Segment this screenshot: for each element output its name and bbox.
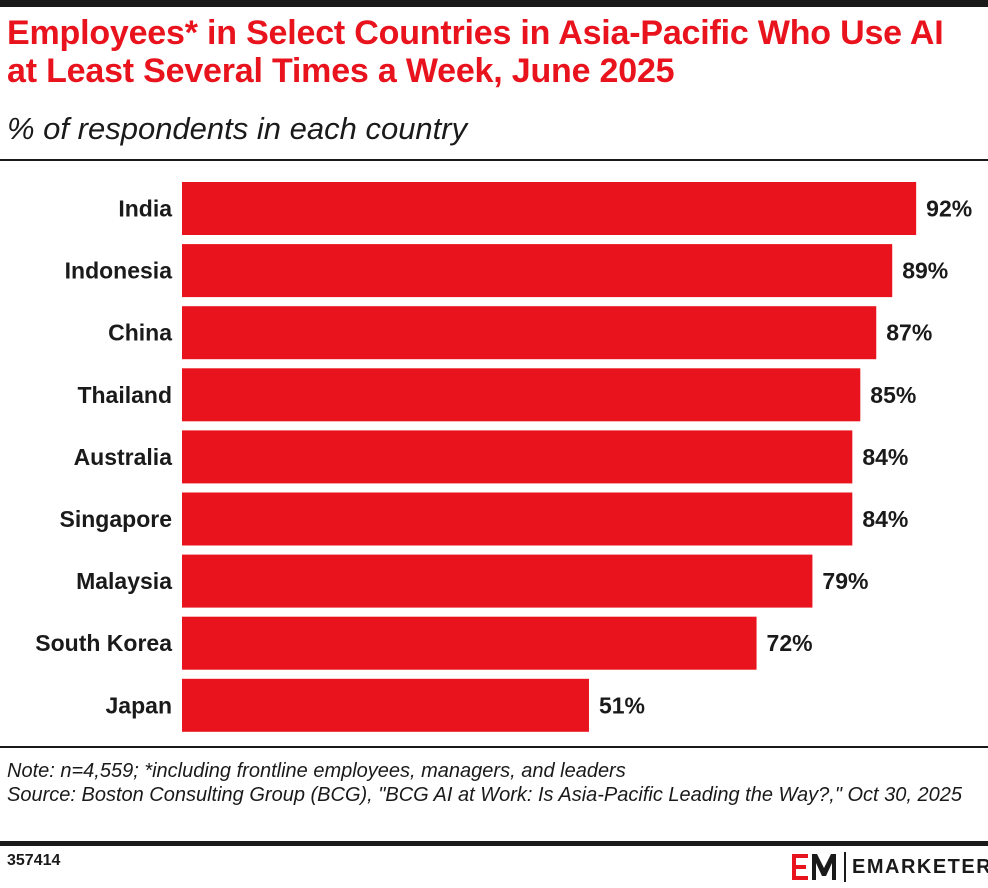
category-label: Japan: [106, 692, 172, 718]
bar-thailand: [182, 368, 861, 422]
category-label: Australia: [74, 444, 173, 470]
brand-name: EMARKETER: [852, 856, 988, 878]
chart-note: Note: n=4,559; *including frontline empl…: [7, 760, 626, 782]
value-label: 85%: [870, 382, 916, 408]
footer-divider: [0, 841, 988, 846]
bar-australia: [182, 430, 853, 484]
value-label: 72%: [767, 630, 813, 656]
value-label: 84%: [862, 444, 908, 470]
chart-id: 357414: [7, 852, 61, 869]
chart-source: Source: Boston Consulting Group (BCG), "…: [7, 784, 962, 806]
category-label: Malaysia: [76, 568, 172, 594]
value-label: 92%: [926, 196, 972, 222]
category-label: China: [108, 320, 172, 346]
chart-divider: [0, 746, 988, 748]
value-label: 87%: [886, 320, 932, 346]
chart-subtitle: % of respondents in each country: [7, 111, 468, 146]
logo-divider: [844, 852, 846, 882]
value-label: 51%: [599, 692, 645, 718]
bar-indonesia: [182, 244, 893, 298]
category-label: Indonesia: [65, 258, 173, 284]
bar-japan: [182, 678, 589, 732]
bar-malaysia: [182, 554, 813, 608]
category-label: India: [118, 196, 172, 222]
value-label: 89%: [902, 258, 948, 284]
em-logo-icon: [792, 854, 836, 880]
top-rule: [0, 0, 988, 7]
category-label: Singapore: [60, 506, 172, 532]
category-label: South Korea: [35, 630, 172, 656]
chart-title: Employees* in Select Countries in Asia-P…: [7, 14, 944, 90]
bar-singapore: [182, 492, 853, 546]
header-divider: [0, 159, 988, 161]
bar-india: [182, 182, 917, 235]
bar-south-korea: [182, 616, 757, 670]
bar-china: [182, 306, 877, 360]
value-label: 84%: [862, 506, 908, 532]
category-label: Thailand: [77, 382, 172, 408]
value-label: 79%: [822, 568, 868, 594]
bar-chart: India 92% Indonesia 89% China 87% Thailand 85% A…: [35, 182, 972, 732]
